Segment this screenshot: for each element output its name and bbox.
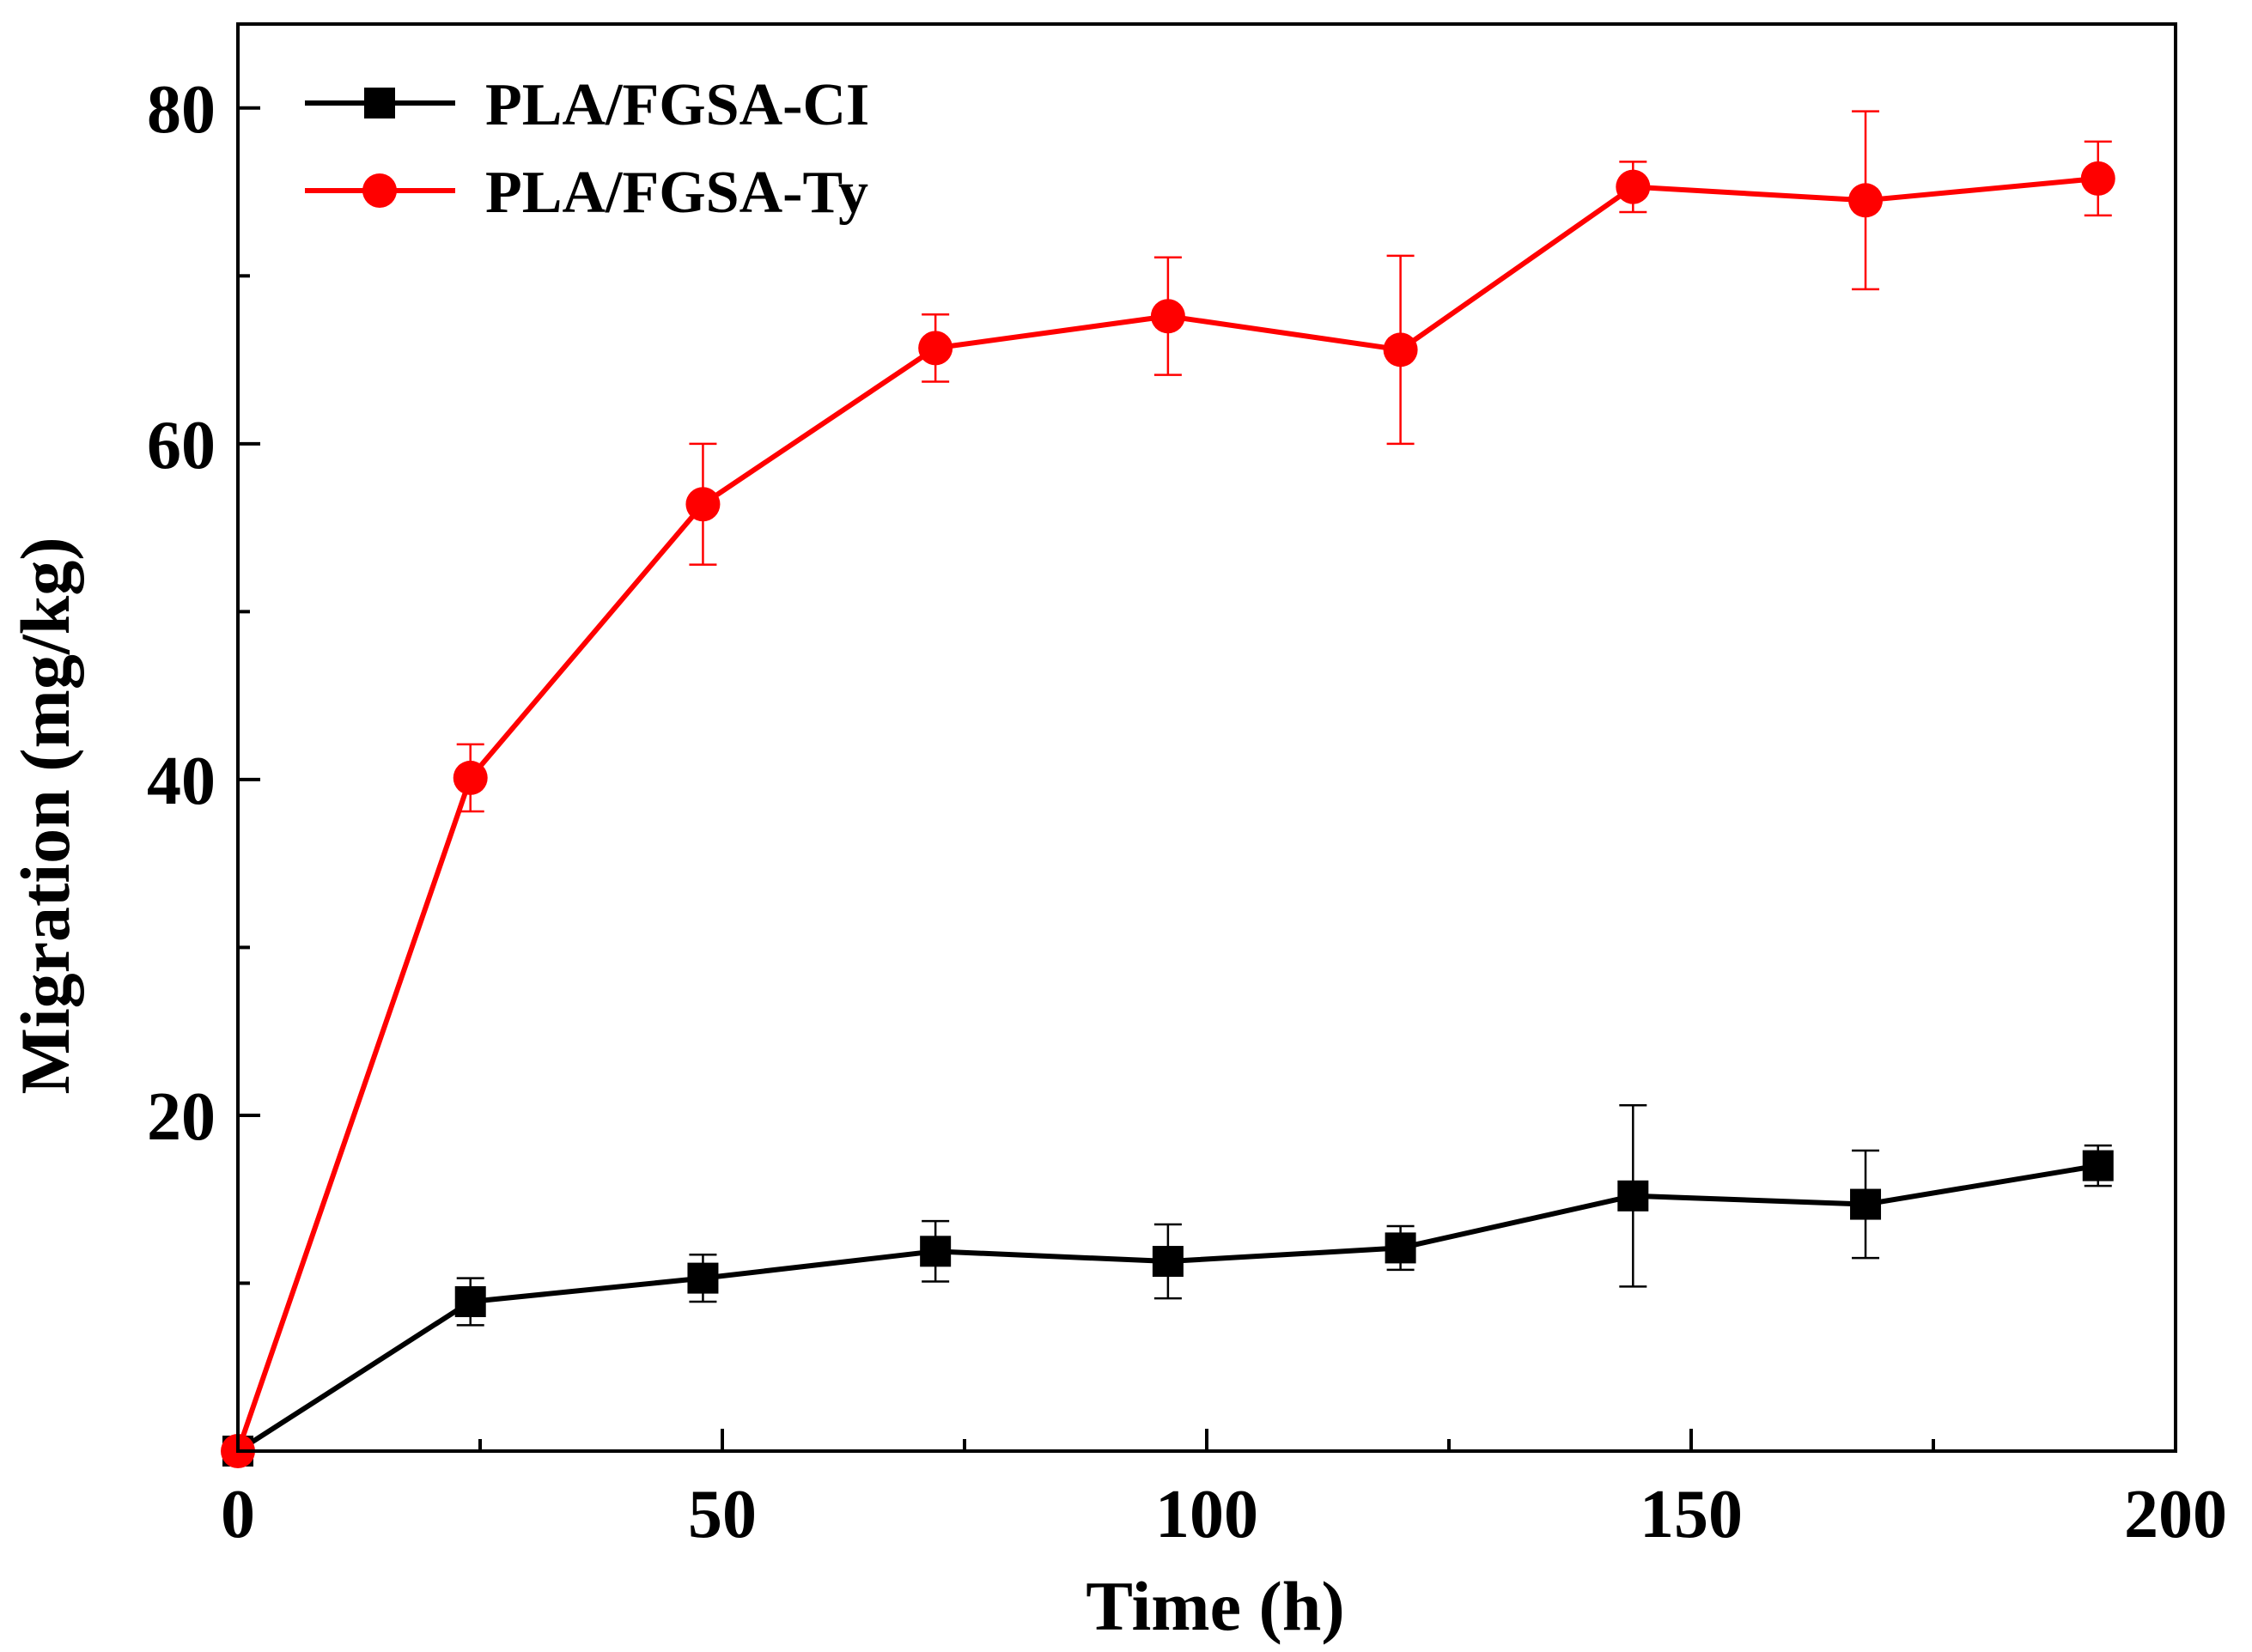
series-PLA/FGSA-CI [222,1103,2114,1467]
series-line [236,1163,2099,1454]
legend-marker-circle [362,173,397,208]
data-point-square [1850,1188,1882,1220]
y-tick-label: 80 [147,72,216,148]
data-point-square [1617,1180,1649,1212]
axes-layer: 0 50 100 150 200 20 40 60 80 [147,22,2227,1552]
y-tick-label: 20 [147,1079,216,1155]
y-tick-label: 40 [147,744,216,819]
x-tick-label: 150 [1640,1477,1743,1552]
data-point-square [2082,1150,2114,1181]
x-axis-title: Time (h) [1086,1567,1344,1645]
data-point-circle [2080,161,2115,196]
x-tick-label: 100 [1155,1477,1258,1552]
data-point-circle [918,331,953,366]
data-point-circle [1616,169,1651,204]
series-layer [221,110,2115,1468]
data-point-circle [1383,332,1418,367]
y-tick-label: 60 [147,408,216,483]
legend-label: PLA/FGSA-Ty [485,160,868,226]
legend: PLA/FGSA-CI PLA/FGSA-Ty [305,72,869,226]
data-point-circle [1150,299,1185,334]
legend-entry: PLA/FGSA-CI [305,72,869,138]
series-PLA/FGSA-Ty [221,110,2115,1468]
data-point-circle [453,760,488,795]
data-point-square [920,1236,952,1267]
data-point-square [1152,1246,1184,1278]
data-point-circle [1848,183,1884,218]
data-point-square [687,1262,719,1294]
x-tick-label: 0 [221,1477,255,1552]
data-point-circle [685,487,721,522]
legend-entry: PLA/FGSA-Ty [305,160,868,226]
x-tick-label: 50 [688,1477,757,1552]
data-point-square [1385,1232,1416,1264]
legend-marker-square [364,88,395,118]
legend-label: PLA/FGSA-CI [485,72,869,138]
plot-frame [236,22,2177,1453]
data-point-square [454,1285,486,1317]
x-tick-label: 200 [2124,1477,2227,1552]
y-axis-title: Migration (mg/kg) [6,537,84,1094]
